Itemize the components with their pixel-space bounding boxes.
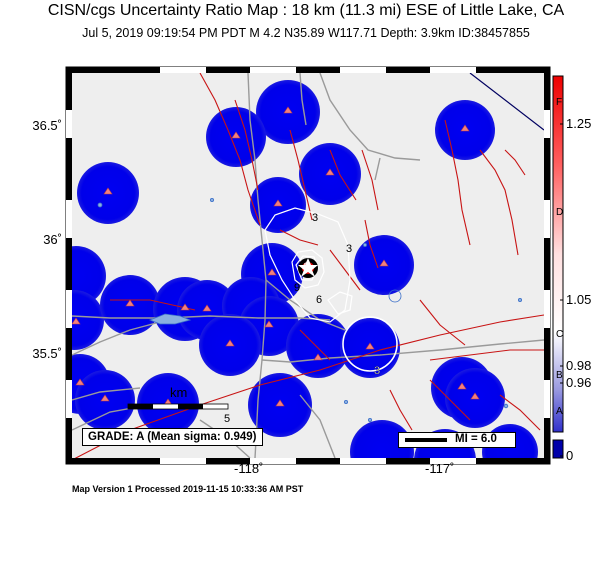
mi-legend-bar <box>405 438 447 442</box>
map-border-ticks <box>66 67 550 464</box>
colorbar-letter: C <box>556 329 564 340</box>
colorbar-letter: B <box>556 370 563 381</box>
scale-end: 5 <box>224 413 230 425</box>
processing-footer: Map Version 1 Processed 2019-11-15 10:33… <box>72 484 304 494</box>
contour-label: 9 <box>294 282 300 294</box>
grade-legend: GRADE: A (Mean sigma: 0.949) <box>82 428 263 446</box>
county-boundary <box>469 73 544 131</box>
colorbar-letter: D <box>556 207 564 218</box>
epicenter-star <box>298 258 318 278</box>
colorbar-tick: 0.96 <box>566 375 592 390</box>
mi-legend-label: MI = 6.0 <box>455 433 497 445</box>
station-triangles <box>72 106 480 407</box>
scale-bar: km 5 <box>127 385 230 425</box>
contour-label: 3 <box>374 365 380 377</box>
event-subtitle: Jul 5, 2019 09:19:54 PM PDT M 4.2 N35.89… <box>82 26 530 40</box>
colorbar-letter: A <box>556 406 563 417</box>
roads <box>72 73 544 458</box>
colorbar-tick: 0.98 <box>566 358 592 373</box>
colorbar <box>552 75 564 459</box>
scale-label: km <box>170 385 187 400</box>
mi-legend: MI = 6.0 <box>398 432 516 448</box>
lat-tick-label: 36.5˚ <box>32 118 62 133</box>
map-title: CISN/cgs Uncertainty Ratio Map : 18 km (… <box>47 2 565 19</box>
uncertainty-contours <box>264 207 398 372</box>
colorbar-letter: F <box>556 97 563 108</box>
lon-tick-label: -117˚ <box>425 461 455 476</box>
contour-label: 3 <box>312 212 318 224</box>
contour-label: 3 <box>346 243 352 255</box>
faults <box>74 73 544 458</box>
colorbar-tick: 0 <box>566 448 574 463</box>
colorbar-tick: 1.05 <box>566 292 592 307</box>
lat-tick-label: 36˚ <box>43 232 62 247</box>
contour-label: 6 <box>303 261 309 273</box>
lon-tick-label: -118˚ <box>234 461 264 476</box>
lakes <box>97 197 523 422</box>
contour-label: 6 <box>316 294 322 306</box>
colorbar-tick: 1.25 <box>566 116 592 131</box>
lat-tick-label: 35.5˚ <box>32 346 62 361</box>
